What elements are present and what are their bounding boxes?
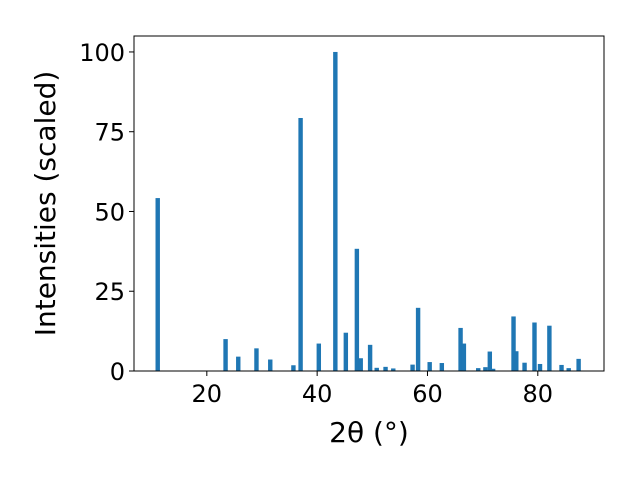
bar — [532, 322, 537, 371]
bar — [483, 367, 488, 371]
bar — [268, 359, 273, 371]
bar — [367, 344, 373, 371]
y-tick-label: 75 — [94, 119, 125, 147]
bar — [358, 358, 363, 371]
bar — [458, 327, 463, 371]
plot-frame — [133, 35, 605, 372]
bars-group — [155, 51, 581, 371]
y-tick-label: 25 — [94, 278, 125, 306]
bar — [522, 362, 527, 371]
bar — [316, 343, 322, 371]
x-axis-label: 2θ (°) — [329, 416, 409, 449]
bar — [343, 332, 349, 371]
bar — [547, 325, 552, 371]
x-tick-label: 40 — [302, 380, 333, 408]
bar — [391, 368, 396, 371]
y-tick-label: 50 — [94, 198, 125, 226]
bar — [514, 351, 519, 371]
x-axis-ticks: 20 40 60 80 — [192, 371, 554, 408]
bar — [576, 358, 581, 371]
bar — [354, 248, 360, 371]
bar — [427, 362, 432, 371]
bar — [566, 368, 571, 371]
y-axis-label: Intensities (scaled) — [29, 71, 62, 337]
x-tick-label: 60 — [412, 380, 443, 408]
bar — [537, 363, 543, 371]
y-axis-ticks: 0 25 50 75 100 — [79, 39, 134, 386]
bar — [236, 356, 241, 371]
bar — [439, 363, 445, 371]
bar — [415, 307, 421, 371]
bar — [383, 366, 388, 371]
bar — [254, 348, 259, 371]
bar — [559, 364, 564, 371]
bar — [511, 316, 516, 371]
y-tick-label: 0 — [110, 358, 125, 386]
x-tick-label: 20 — [192, 380, 223, 408]
bar — [333, 51, 338, 371]
bar — [461, 343, 467, 371]
x-tick-label: 80 — [523, 380, 554, 408]
bar — [223, 339, 228, 371]
bar — [410, 364, 415, 371]
bar — [291, 365, 296, 371]
bar — [374, 367, 379, 371]
bar — [298, 117, 303, 371]
bar — [476, 368, 481, 371]
bar — [490, 368, 496, 371]
bar — [155, 198, 160, 371]
bar — [487, 351, 493, 371]
y-tick-label: 100 — [79, 39, 125, 67]
